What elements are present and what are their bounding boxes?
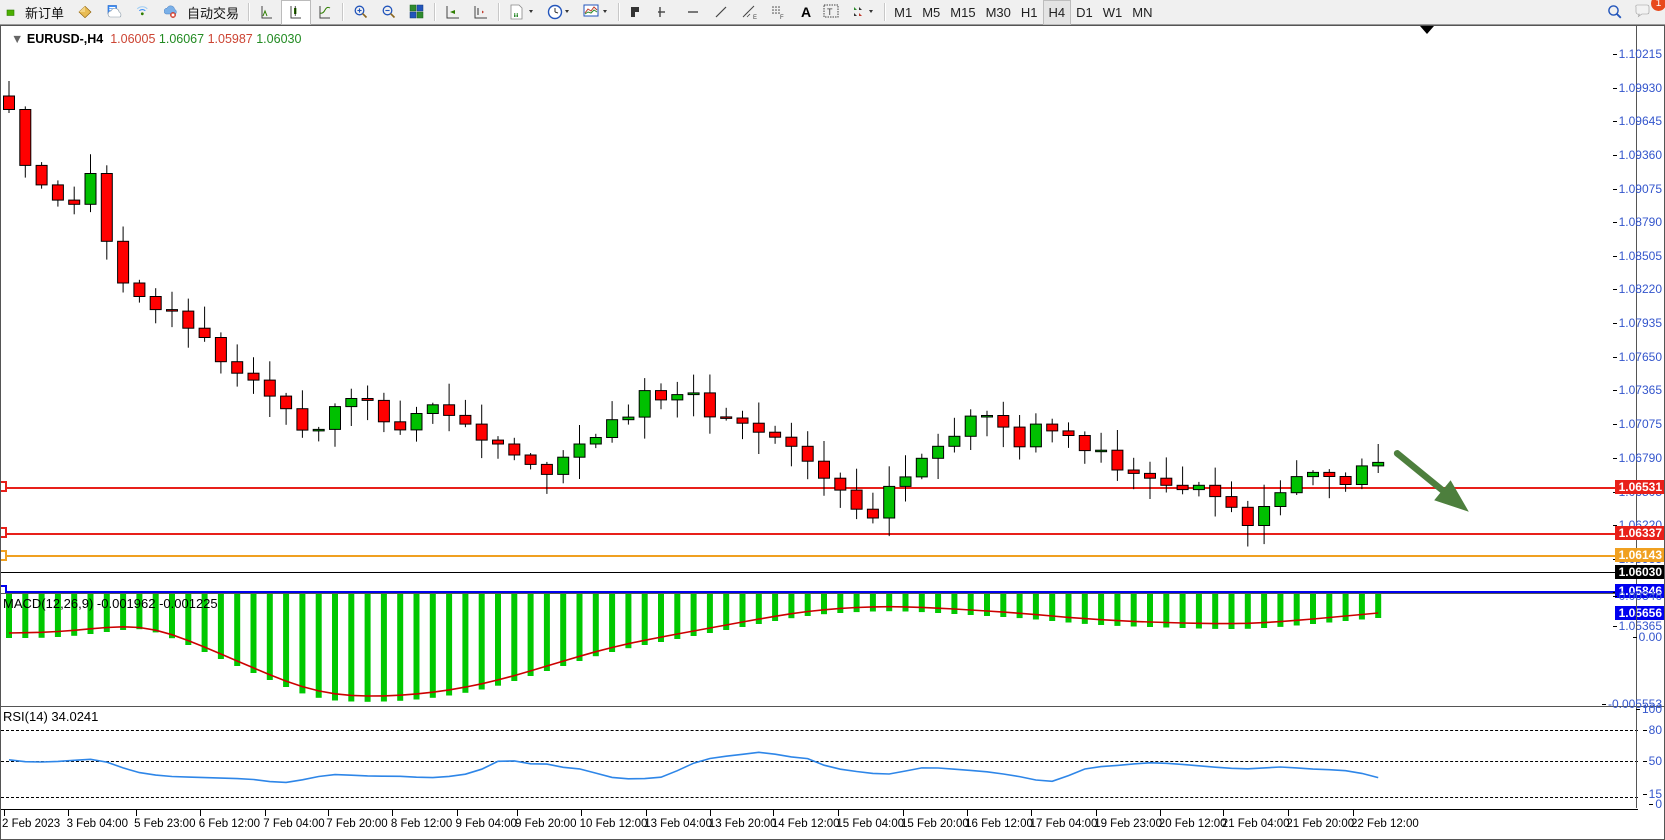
svg-text:E: E [753,15,757,20]
svg-text:T: T [827,7,833,17]
svg-text:F: F [780,15,784,20]
